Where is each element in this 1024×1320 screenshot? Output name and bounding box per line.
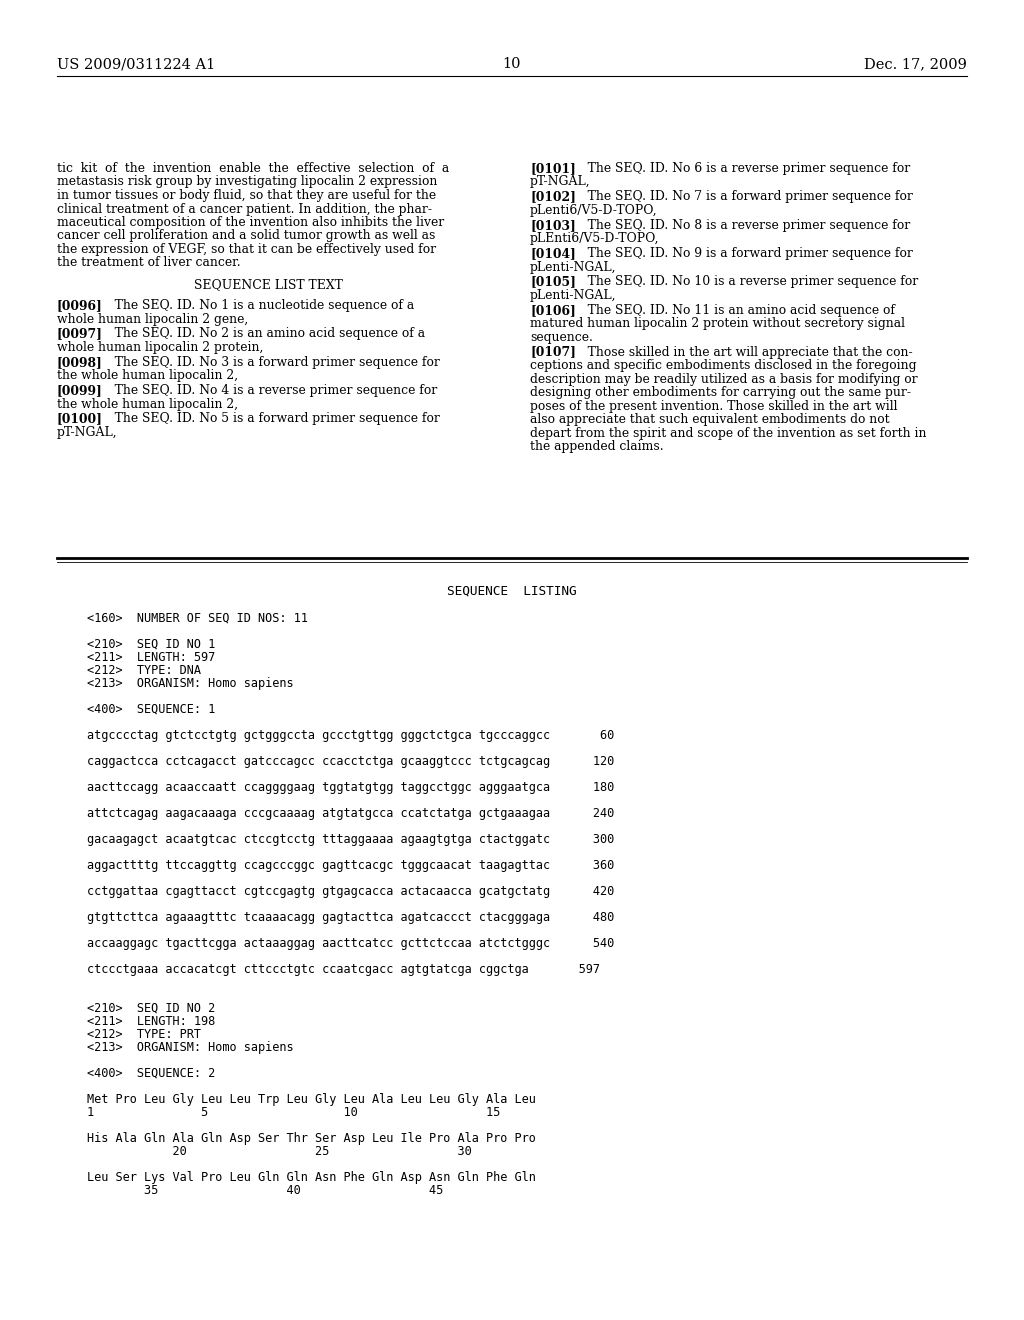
Text: cctggattaa cgagttacct cgtccgagtg gtgagcacca actacaacca gcatgctatg      420: cctggattaa cgagttacct cgtccgagtg gtgagca… [87, 884, 614, 898]
Text: The SEQ. ID. No 10 is a reverse primer sequence for: The SEQ. ID. No 10 is a reverse primer s… [575, 276, 919, 288]
Text: whole human lipocalin 2 protein,: whole human lipocalin 2 protein, [57, 341, 263, 354]
Text: gacaagagct acaatgtcac ctccgtcctg tttaggaaaa agaagtgtga ctactggatc      300: gacaagagct acaatgtcac ctccgtcctg tttagga… [87, 833, 614, 846]
Text: The SEQ. ID. No 5 is a forward primer sequence for: The SEQ. ID. No 5 is a forward primer se… [103, 412, 440, 425]
Text: also appreciate that such equivalent embodiments do not: also appreciate that such equivalent emb… [530, 413, 890, 426]
Text: [0106]: [0106] [530, 304, 575, 317]
Text: in tumor tissues or body fluid, so that they are useful for the: in tumor tissues or body fluid, so that … [57, 189, 436, 202]
Text: attctcagag aagacaaaga cccgcaaaag atgtatgcca ccatctatga gctgaaagaa      240: attctcagag aagacaaaga cccgcaaaag atgtatg… [87, 807, 614, 820]
Text: The SEQ. ID. No 7 is a forward primer sequence for: The SEQ. ID. No 7 is a forward primer se… [575, 190, 912, 203]
Text: The SEQ. ID. No 1 is a nucleotide sequence of a: The SEQ. ID. No 1 is a nucleotide sequen… [103, 300, 415, 312]
Text: pT-NGAL,: pT-NGAL, [57, 426, 118, 438]
Text: [0104]: [0104] [530, 247, 575, 260]
Text: <210>  SEQ ID NO 1: <210> SEQ ID NO 1 [87, 638, 215, 651]
Text: SEQUENCE  LISTING: SEQUENCE LISTING [447, 585, 577, 598]
Text: whole human lipocalin 2 gene,: whole human lipocalin 2 gene, [57, 313, 248, 326]
Text: The SEQ. ID. No 9 is a forward primer sequence for: The SEQ. ID. No 9 is a forward primer se… [575, 247, 912, 260]
Text: The SEQ. ID. No 8 is a reverse primer sequence for: The SEQ. ID. No 8 is a reverse primer se… [575, 219, 910, 232]
Text: depart from the spirit and scope of the invention as set forth in: depart from the spirit and scope of the … [530, 426, 927, 440]
Text: <400>  SEQUENCE: 1: <400> SEQUENCE: 1 [87, 704, 215, 715]
Text: US 2009/0311224 A1: US 2009/0311224 A1 [57, 57, 215, 71]
Text: the expression of VEGF, so that it can be effectively used for: the expression of VEGF, so that it can b… [57, 243, 436, 256]
Text: pLenti-NGAL,: pLenti-NGAL, [530, 260, 616, 273]
Text: [0096]: [0096] [57, 300, 102, 312]
Text: His Ala Gln Ala Gln Asp Ser Thr Ser Asp Leu Ile Pro Ala Pro Pro: His Ala Gln Ala Gln Asp Ser Thr Ser Asp … [87, 1133, 536, 1144]
Text: pLEnti6/V5-D-TOPO,: pLEnti6/V5-D-TOPO, [530, 232, 659, 246]
Text: 35                  40                  45: 35 40 45 [87, 1184, 443, 1197]
Text: gtgttcttca agaaagtttc tcaaaacagg gagtacttca agatcaccct ctacgggaga      480: gtgttcttca agaaagtttc tcaaaacagg gagtact… [87, 911, 614, 924]
Text: SEQUENCE LIST TEXT: SEQUENCE LIST TEXT [195, 279, 343, 290]
Text: metastasis risk group by investigating lipocalin 2 expression: metastasis risk group by investigating l… [57, 176, 437, 189]
Text: matured human lipocalin 2 protein without secretory signal: matured human lipocalin 2 protein withou… [530, 317, 905, 330]
Text: Dec. 17, 2009: Dec. 17, 2009 [864, 57, 967, 71]
Text: atgcccctag gtctcctgtg gctgggccta gccctgttgg gggctctgca tgcccaggcc       60: atgcccctag gtctcctgtg gctgggccta gccctgt… [87, 729, 614, 742]
Text: [0105]: [0105] [530, 276, 575, 288]
Text: The SEQ. ID. No 6 is a reverse primer sequence for: The SEQ. ID. No 6 is a reverse primer se… [575, 162, 910, 176]
Text: <212>  TYPE: DNA: <212> TYPE: DNA [87, 664, 201, 677]
Text: The SEQ. ID. No 11 is an amino acid sequence of: The SEQ. ID. No 11 is an amino acid sequ… [575, 304, 895, 317]
Text: cancer cell proliferation and a solid tumor growth as well as: cancer cell proliferation and a solid tu… [57, 230, 435, 243]
Text: sequence.: sequence. [530, 331, 593, 343]
Text: [0099]: [0099] [57, 384, 102, 397]
Text: [0102]: [0102] [530, 190, 575, 203]
Text: <211>  LENGTH: 198: <211> LENGTH: 198 [87, 1015, 215, 1028]
Text: The SEQ. ID. No 2 is an amino acid sequence of a: The SEQ. ID. No 2 is an amino acid seque… [103, 327, 425, 341]
Text: the whole human lipocalin 2,: the whole human lipocalin 2, [57, 370, 239, 383]
Text: clinical treatment of a cancer patient. In addition, the phar-: clinical treatment of a cancer patient. … [57, 202, 432, 215]
Text: aggacttttg ttccaggttg ccagcccggc gagttcacgc tgggcaacat taagagttac      360: aggacttttg ttccaggttg ccagcccggc gagttca… [87, 859, 614, 873]
Text: Those skilled in the art will appreciate that the con-: Those skilled in the art will appreciate… [575, 346, 912, 359]
Text: [0101]: [0101] [530, 162, 575, 176]
Text: 1               5                   10                  15: 1 5 10 15 [87, 1106, 501, 1119]
Text: <212>  TYPE: PRT: <212> TYPE: PRT [87, 1028, 201, 1041]
Text: ceptions and specific embodiments disclosed in the foregoing: ceptions and specific embodiments disclo… [530, 359, 916, 372]
Text: <400>  SEQUENCE: 2: <400> SEQUENCE: 2 [87, 1067, 215, 1080]
Text: 20                  25                  30: 20 25 30 [87, 1144, 472, 1158]
Text: [0103]: [0103] [530, 219, 575, 232]
Text: pT-NGAL,: pT-NGAL, [530, 176, 591, 189]
Text: [0107]: [0107] [530, 346, 575, 359]
Text: ctccctgaaa accacatcgt cttccctgtc ccaatcgacc agtgtatcga cggctga       597: ctccctgaaa accacatcgt cttccctgtc ccaatcg… [87, 964, 600, 975]
Text: <210>  SEQ ID NO 2: <210> SEQ ID NO 2 [87, 1002, 215, 1015]
Text: The SEQ. ID. No 4 is a reverse primer sequence for: The SEQ. ID. No 4 is a reverse primer se… [103, 384, 437, 397]
Text: the appended claims.: the appended claims. [530, 440, 664, 453]
Text: Met Pro Leu Gly Leu Leu Trp Leu Gly Leu Ala Leu Leu Gly Ala Leu: Met Pro Leu Gly Leu Leu Trp Leu Gly Leu … [87, 1093, 536, 1106]
Text: poses of the present invention. Those skilled in the art will: poses of the present invention. Those sk… [530, 400, 897, 413]
Text: <211>  LENGTH: 597: <211> LENGTH: 597 [87, 651, 215, 664]
Text: maceutical composition of the invention also inhibits the liver: maceutical composition of the invention … [57, 216, 444, 228]
Text: pLenti-NGAL,: pLenti-NGAL, [530, 289, 616, 302]
Text: [0098]: [0098] [57, 355, 102, 368]
Text: tic  kit  of  the  invention  enable  the  effective  selection  of  a: tic kit of the invention enable the effe… [57, 162, 450, 176]
Text: <160>  NUMBER OF SEQ ID NOS: 11: <160> NUMBER OF SEQ ID NOS: 11 [87, 612, 308, 624]
Text: designing other embodiments for carrying out the same pur-: designing other embodiments for carrying… [530, 385, 911, 399]
Text: 10: 10 [503, 57, 521, 71]
Text: description may be readily utilized as a basis for modifying or: description may be readily utilized as a… [530, 372, 918, 385]
Text: the treatment of liver cancer.: the treatment of liver cancer. [57, 256, 241, 269]
Text: Leu Ser Lys Val Pro Leu Gln Gln Asn Phe Gln Asp Asn Gln Phe Gln: Leu Ser Lys Val Pro Leu Gln Gln Asn Phe … [87, 1171, 536, 1184]
Text: The SEQ. ID. No 3 is a forward primer sequence for: The SEQ. ID. No 3 is a forward primer se… [103, 355, 440, 368]
Text: <213>  ORGANISM: Homo sapiens: <213> ORGANISM: Homo sapiens [87, 1041, 294, 1053]
Text: aacttccagg acaaccaatt ccaggggaag tggtatgtgg taggcctggc agggaatgca      180: aacttccagg acaaccaatt ccaggggaag tggtatg… [87, 781, 614, 795]
Text: accaaggagc tgacttcgga actaaaggag aacttcatcc gcttctccaa atctctgggc      540: accaaggagc tgacttcgga actaaaggag aacttca… [87, 937, 614, 950]
Text: the whole human lipocalin 2,: the whole human lipocalin 2, [57, 397, 239, 411]
Text: [0097]: [0097] [57, 327, 102, 341]
Text: pLenti6/V5-D-TOPO,: pLenti6/V5-D-TOPO, [530, 203, 657, 216]
Text: caggactcca cctcagacct gatcccagcc ccacctctga gcaaggtccc tctgcagcag      120: caggactcca cctcagacct gatcccagcc ccacctc… [87, 755, 614, 768]
Text: <213>  ORGANISM: Homo sapiens: <213> ORGANISM: Homo sapiens [87, 677, 294, 690]
Text: [0100]: [0100] [57, 412, 102, 425]
